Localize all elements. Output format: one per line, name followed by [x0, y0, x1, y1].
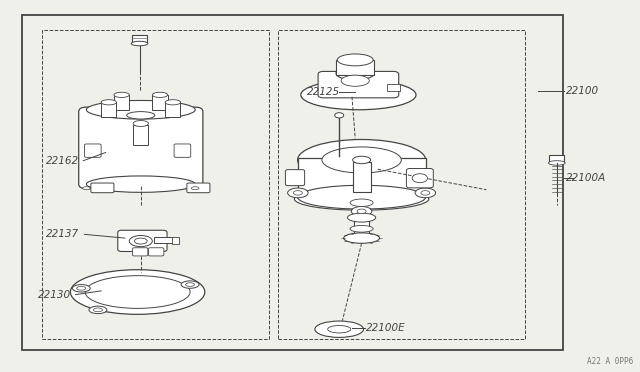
- Text: 22162: 22162: [46, 156, 79, 166]
- Ellipse shape: [322, 147, 401, 173]
- Ellipse shape: [353, 156, 371, 164]
- Ellipse shape: [72, 285, 90, 292]
- Bar: [165, 102, 180, 117]
- Bar: [278, 30, 525, 339]
- Bar: [353, 162, 371, 192]
- Ellipse shape: [341, 75, 369, 86]
- Ellipse shape: [77, 286, 86, 290]
- Ellipse shape: [301, 80, 416, 110]
- Ellipse shape: [287, 188, 308, 198]
- Text: 22130: 22130: [38, 290, 72, 299]
- Ellipse shape: [344, 233, 380, 243]
- Ellipse shape: [421, 190, 430, 195]
- Ellipse shape: [181, 281, 199, 288]
- Ellipse shape: [351, 206, 372, 216]
- Ellipse shape: [294, 188, 429, 210]
- Ellipse shape: [348, 213, 376, 222]
- FancyBboxPatch shape: [132, 248, 148, 256]
- Bar: [549, 155, 564, 163]
- Bar: [298, 158, 426, 197]
- Ellipse shape: [114, 92, 129, 97]
- Ellipse shape: [127, 112, 155, 119]
- Ellipse shape: [191, 187, 199, 190]
- Ellipse shape: [335, 113, 344, 118]
- FancyBboxPatch shape: [285, 170, 305, 186]
- Ellipse shape: [350, 225, 373, 232]
- FancyBboxPatch shape: [318, 71, 399, 98]
- Text: 22125: 22125: [307, 87, 340, 97]
- Bar: [336, 60, 374, 75]
- Text: 22100E: 22100E: [366, 324, 406, 333]
- Text: 22100: 22100: [566, 86, 599, 96]
- Ellipse shape: [131, 41, 148, 46]
- Ellipse shape: [415, 188, 436, 198]
- FancyBboxPatch shape: [174, 144, 191, 157]
- Bar: [22, 15, 563, 350]
- Ellipse shape: [101, 100, 116, 105]
- Text: 22137: 22137: [46, 230, 79, 239]
- Ellipse shape: [337, 54, 373, 66]
- Ellipse shape: [298, 140, 426, 180]
- Ellipse shape: [70, 270, 205, 314]
- FancyBboxPatch shape: [118, 230, 167, 251]
- Ellipse shape: [186, 283, 195, 286]
- Ellipse shape: [86, 100, 195, 119]
- Ellipse shape: [83, 187, 90, 190]
- Bar: [114, 95, 129, 110]
- Ellipse shape: [548, 161, 565, 165]
- Bar: [387, 84, 400, 91]
- Ellipse shape: [86, 176, 195, 192]
- Ellipse shape: [152, 92, 168, 97]
- Ellipse shape: [165, 100, 180, 105]
- Ellipse shape: [293, 190, 302, 195]
- Ellipse shape: [412, 174, 428, 183]
- Bar: [172, 237, 179, 244]
- Bar: [101, 102, 116, 117]
- Bar: [42, 30, 269, 339]
- FancyBboxPatch shape: [79, 107, 203, 189]
- Bar: [133, 125, 148, 145]
- FancyBboxPatch shape: [187, 183, 210, 193]
- Bar: [154, 237, 173, 243]
- Ellipse shape: [85, 276, 190, 308]
- Bar: [132, 35, 147, 42]
- Ellipse shape: [133, 121, 148, 126]
- FancyBboxPatch shape: [84, 144, 101, 157]
- Ellipse shape: [350, 199, 373, 206]
- Ellipse shape: [336, 67, 374, 80]
- Ellipse shape: [298, 185, 426, 209]
- Ellipse shape: [93, 308, 102, 312]
- Ellipse shape: [315, 321, 364, 337]
- Ellipse shape: [89, 306, 107, 314]
- Text: A22 A 0PP6: A22 A 0PP6: [588, 357, 634, 366]
- FancyBboxPatch shape: [91, 183, 114, 193]
- Bar: [152, 95, 168, 110]
- Ellipse shape: [357, 209, 366, 214]
- Ellipse shape: [129, 235, 152, 247]
- Ellipse shape: [328, 326, 351, 333]
- Text: 22100A: 22100A: [566, 173, 606, 183]
- FancyBboxPatch shape: [148, 248, 164, 256]
- Ellipse shape: [134, 238, 147, 244]
- FancyBboxPatch shape: [406, 169, 433, 188]
- Bar: [354, 199, 369, 236]
